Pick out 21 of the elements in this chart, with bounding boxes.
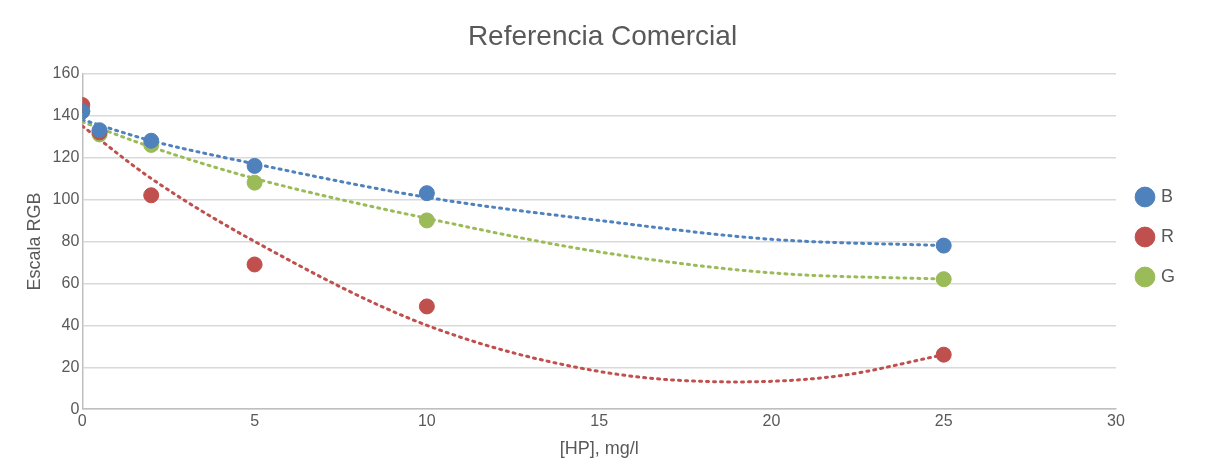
y-tick-label: 20 [61, 357, 80, 375]
legend-label: G [1161, 265, 1176, 286]
y-tick-label: 120 [52, 147, 80, 165]
y-tick-label: 40 [61, 315, 80, 333]
x-tick-label: 20 [762, 412, 781, 430]
y-tick-label: 80 [61, 231, 80, 249]
chart-title: Referencia Comercial [467, 19, 738, 51]
y-tick-label: 0 [70, 399, 80, 417]
y-tick-label: 140 [52, 105, 80, 123]
x-tick-label: 5 [250, 412, 260, 430]
legend-label: B [1161, 185, 1174, 206]
y-tick-label: 160 [52, 64, 80, 82]
x-axis-title: [HP], mg/l [559, 438, 639, 459]
y-axis-title: Escala RGB [23, 192, 44, 291]
x-tick-label: 10 [417, 412, 436, 430]
x-tick-label: 30 [1107, 412, 1125, 430]
y-tick-label: 60 [61, 273, 80, 291]
x-tick-label: 15 [590, 412, 609, 430]
legend-label: R [1161, 225, 1174, 246]
y-tick-label: 100 [52, 189, 80, 207]
x-tick-label: 25 [934, 412, 953, 430]
